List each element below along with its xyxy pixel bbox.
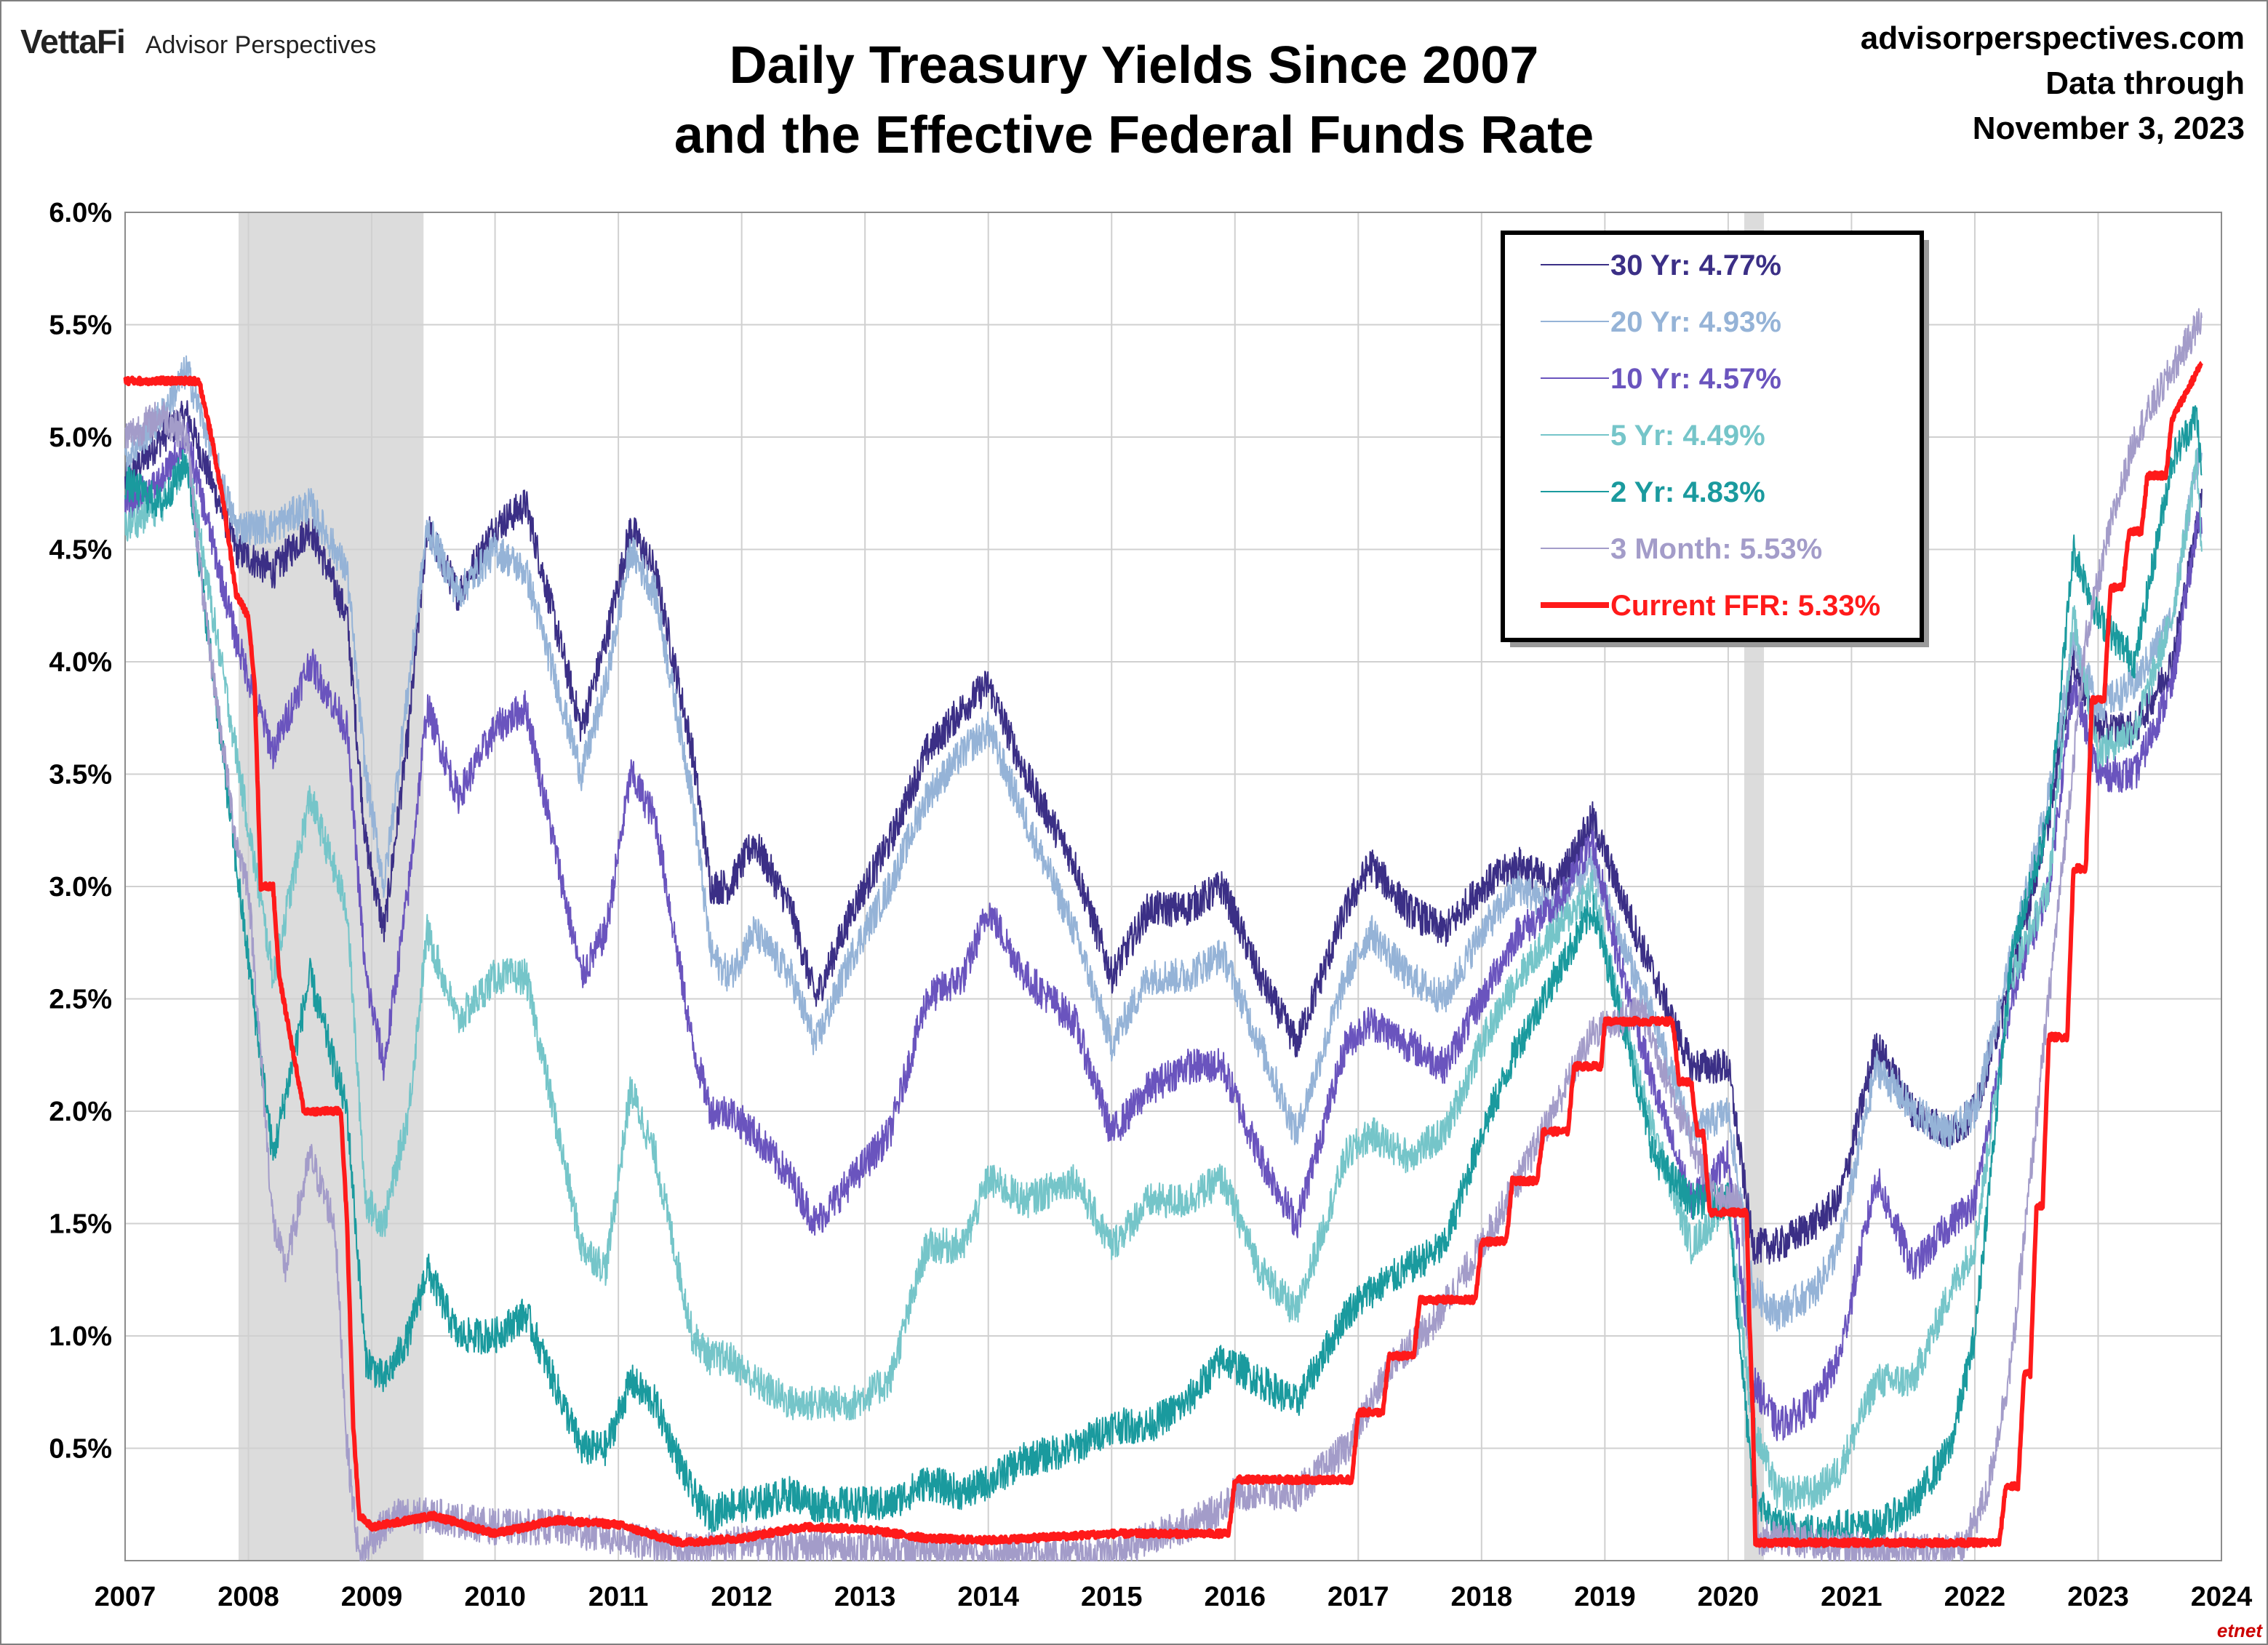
y-tick-label: 5.0% xyxy=(49,423,112,453)
y-tick-label: 1.0% xyxy=(49,1321,112,1352)
data-through-label: Data through xyxy=(2045,65,2245,101)
y-tick-label: 2.5% xyxy=(49,985,112,1015)
x-tick-label: 2024 xyxy=(2191,1582,2253,1612)
title-line-1: Daily Treasury Yields Since 2007 xyxy=(729,36,1539,95)
y-tick-label: 3.0% xyxy=(49,872,112,902)
chart-title: Daily Treasury Yields Since 2007 and the… xyxy=(0,31,2268,170)
legend-label: 20 Yr: 4.93% xyxy=(1610,306,1781,338)
series-line-10-yr xyxy=(124,422,2203,1441)
series-line-20-yr xyxy=(124,355,2203,1332)
x-tick-label: 2009 xyxy=(341,1582,403,1612)
legend-label: 5 Yr: 4.49% xyxy=(1610,420,1765,452)
x-tick-label: 2020 xyxy=(1698,1582,1760,1612)
ffr-line xyxy=(123,361,2204,1548)
x-tick-label: 2013 xyxy=(834,1582,896,1612)
x-tick-label: 2012 xyxy=(711,1582,772,1612)
x-tick-label: 2008 xyxy=(217,1582,279,1612)
y-tick-label: 1.5% xyxy=(49,1209,112,1240)
watermark: etnet xyxy=(2216,1620,2262,1641)
x-tick-label: 2016 xyxy=(1204,1582,1266,1612)
x-tick-label: 2019 xyxy=(1574,1582,1636,1612)
title-line-2: and the Effective Federal Funds Rate xyxy=(674,106,1594,164)
brand-logo: VettaFi xyxy=(20,23,126,60)
x-tick-label: 2014 xyxy=(957,1582,1019,1612)
y-tick-label: 5.5% xyxy=(49,311,112,341)
legend-label: Current FFR: 5.33% xyxy=(1610,590,1880,622)
x-tick-label: 2021 xyxy=(1821,1582,1882,1612)
legend-label: 2 Yr: 4.83% xyxy=(1610,476,1765,508)
x-tick-label: 2022 xyxy=(1944,1582,2006,1612)
y-tick-label: 3.5% xyxy=(49,760,112,791)
data-through-date: November 3, 2023 xyxy=(1972,111,2245,146)
x-tick-label: 2011 xyxy=(588,1582,648,1612)
x-tick-label: 2010 xyxy=(464,1582,526,1612)
legend-box xyxy=(1501,231,1924,642)
x-tick-label: 2007 xyxy=(95,1582,156,1612)
plot-area xyxy=(124,212,2222,1561)
series-line-5-yr xyxy=(124,449,2203,1511)
y-tick-label: 4.0% xyxy=(49,647,112,678)
x-tick-label: 2023 xyxy=(2067,1582,2129,1612)
y-tick-label: 6.0% xyxy=(49,198,112,228)
legend-label: 30 Yr: 4.77% xyxy=(1610,249,1781,281)
source-url: advisorperspectives.com xyxy=(1860,20,2245,56)
legend-label: 10 Yr: 4.57% xyxy=(1610,363,1781,395)
y-tick-label: 0.5% xyxy=(49,1434,112,1465)
logo: VettaFi Advisor Perspectives xyxy=(20,22,376,61)
legend-label: 3 Month: 5.53% xyxy=(1610,533,1822,565)
y-tick-label: 4.5% xyxy=(49,535,112,566)
series-line-30-yr xyxy=(124,400,2203,1265)
series-line-2-yr xyxy=(124,405,2203,1548)
x-tick-label: 2017 xyxy=(1327,1582,1389,1612)
x-tick-label: 2015 xyxy=(1081,1582,1143,1612)
y-tick-label: 2.0% xyxy=(49,1097,112,1127)
x-tick-label: 2018 xyxy=(1451,1582,1513,1612)
sub-brand: Advisor Perspectives xyxy=(145,31,377,59)
source-block: advisorperspectives.com Data through Nov… xyxy=(1861,16,2245,151)
